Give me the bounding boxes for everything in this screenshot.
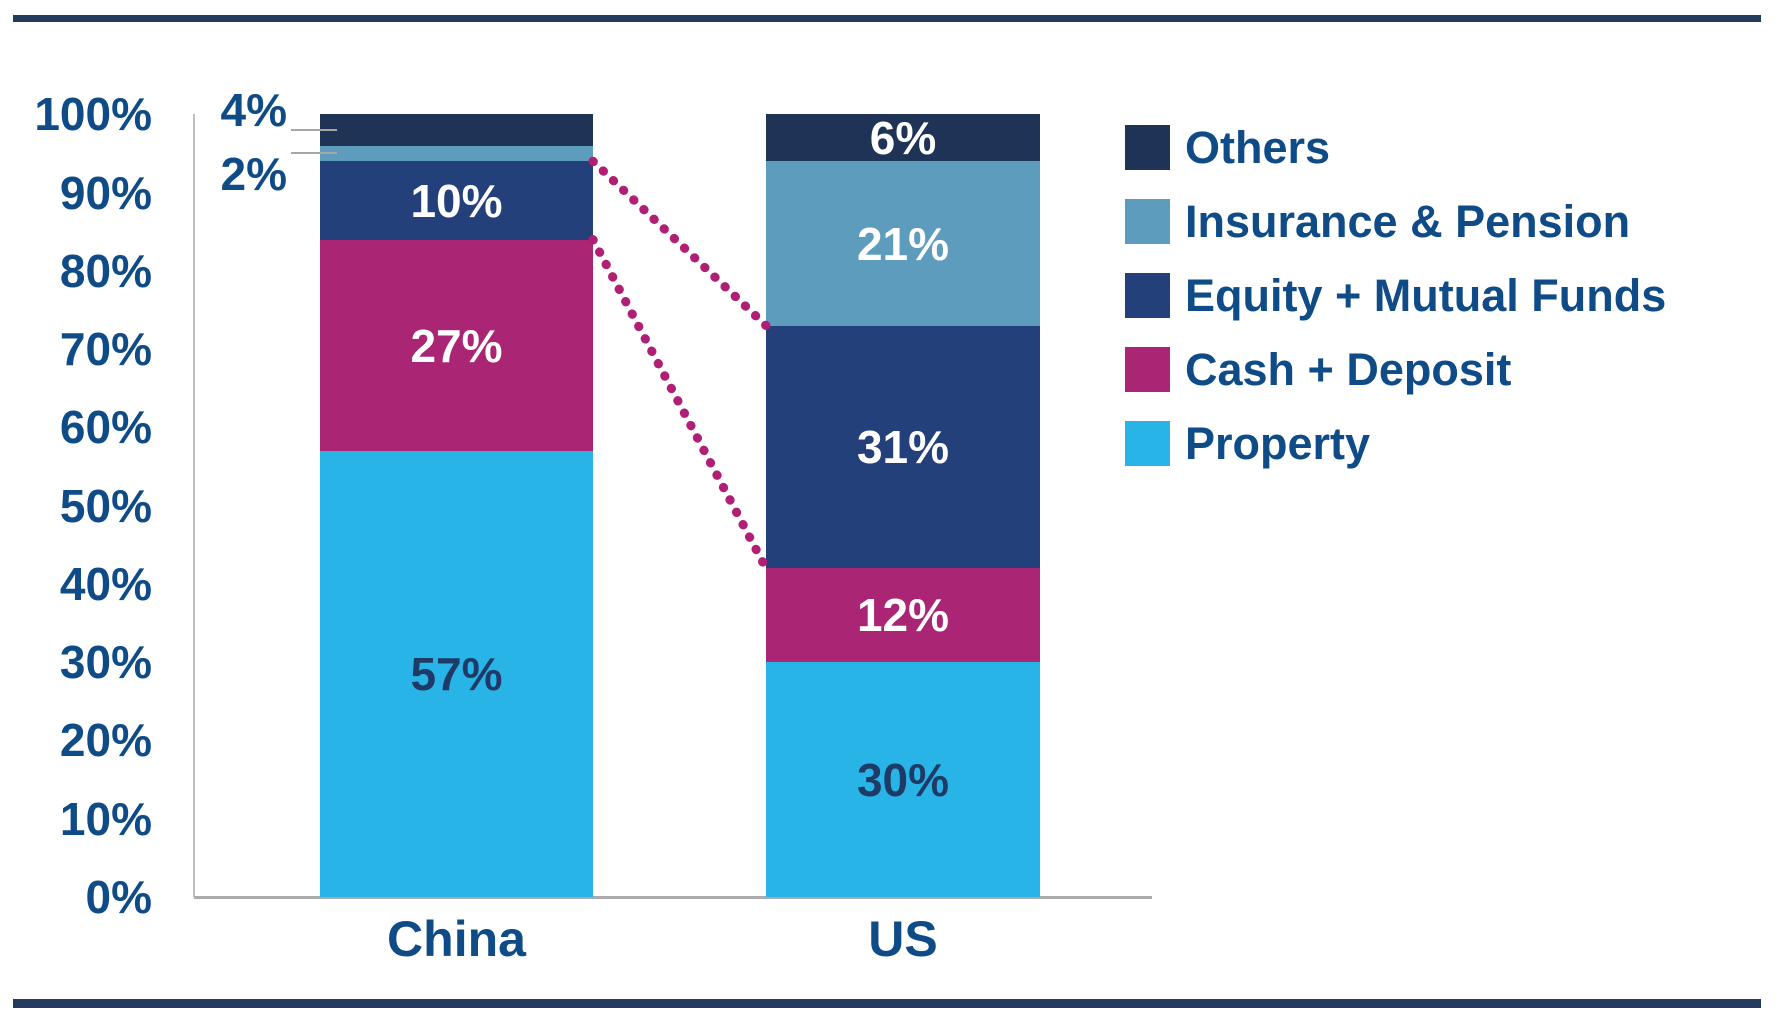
legend-swatch-others: [1125, 125, 1170, 170]
y-tick-label: 70%: [59, 323, 152, 375]
bar-segment-property-us: [766, 662, 1040, 897]
bar-segment-equity-mutual-funds-us: [766, 326, 1040, 568]
legend-swatch-equity-mutual-funds: [1125, 273, 1170, 318]
y-tick-label: 100%: [34, 88, 152, 140]
bar-segment-property-china: [320, 451, 593, 897]
bar-segment-insurance-pension-china: [320, 146, 593, 161]
leader-line-4pct: [291, 129, 337, 131]
segment-label-property-us: 30%: [856, 753, 950, 806]
y-tick-label: 10%: [59, 793, 152, 845]
segment-label-equity-mutual-funds-china: 10%: [410, 174, 503, 227]
bar-segment-cash-deposit-china: [320, 240, 593, 451]
annotation-2pct: 2%: [220, 148, 287, 200]
y-tick-label: 50%: [59, 480, 152, 532]
legend-swatch-cash-deposit: [1125, 347, 1170, 392]
y-tick-label: 90%: [59, 167, 152, 219]
segment-label-cash-deposit-china: 27%: [410, 319, 503, 372]
x-axis-line: [194, 896, 1152, 899]
connector-dotted-line-bottom: [588, 235, 771, 573]
legend-swatch-insurance-pension: [1125, 199, 1170, 244]
legend-label-others: Others: [1185, 122, 1331, 173]
connector-dotted-line-top: [588, 156, 771, 331]
top-border-rule: [13, 15, 1761, 22]
legend-label-insurance-pension: Insurance & Pension: [1185, 196, 1631, 247]
y-tick-label: 80%: [59, 245, 152, 297]
y-tick-label: 30%: [59, 636, 152, 688]
y-tick-label: 60%: [59, 401, 152, 453]
y-tick-label: 0%: [85, 871, 152, 923]
bar-segment-others-china: [320, 114, 593, 146]
legend-swatch-property: [1125, 421, 1170, 466]
segment-label-property-china: 57%: [410, 648, 503, 700]
segment-label-others-us: 6%: [869, 111, 937, 164]
bar-segment-equity-mutual-funds-china: [320, 161, 593, 240]
annotation-4pct: 4%: [220, 84, 287, 136]
bar-segment-insurance-pension-us: [766, 161, 1040, 326]
segment-label-cash-deposit-us: 12%: [856, 589, 950, 641]
y-tick-label: 40%: [59, 558, 152, 610]
y-axis-line: [193, 114, 195, 897]
legend-label-cash-deposit: Cash + Deposit: [1185, 344, 1512, 395]
y-tick-label: 20%: [59, 714, 152, 766]
bottom-border-rule: [13, 999, 1761, 1008]
bar-segment-others-us: [766, 114, 1040, 161]
legend-label-equity-mutual-funds: Equity + Mutual Funds: [1185, 270, 1667, 321]
segment-label-insurance-pension-us: 21%: [856, 217, 950, 270]
x-label-us: US: [868, 911, 938, 967]
legend-label-property: Property: [1185, 418, 1371, 469]
leader-line-2pct: [291, 152, 337, 154]
x-label-china: China: [387, 911, 526, 967]
bar-segment-cash-deposit-us: [766, 568, 1040, 662]
segment-label-equity-mutual-funds-us: 31%: [856, 421, 950, 473]
